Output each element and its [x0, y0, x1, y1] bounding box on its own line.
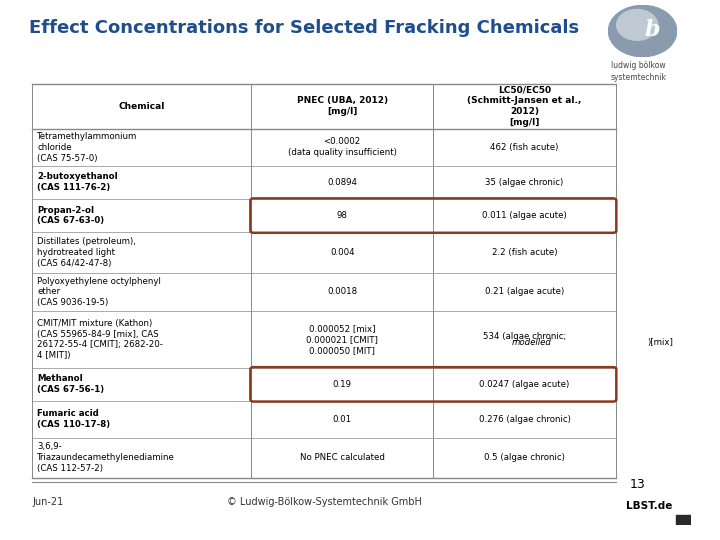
Text: 35 (algae chronic): 35 (algae chronic) [485, 178, 564, 187]
Text: Tetramethylammonium
chloride
(CAS 75-57-0): Tetramethylammonium chloride (CAS 75-57-… [37, 132, 138, 163]
Text: © Ludwig-Bölkow-Systemtechnik GmbH: © Ludwig-Bölkow-Systemtechnik GmbH [227, 497, 421, 507]
Text: Distillates (petroleum),
hydrotreated light
(CAS 64/42-47-8): Distillates (petroleum), hydrotreated li… [37, 237, 136, 268]
Text: 0.19: 0.19 [333, 380, 352, 389]
Text: ludwig bölkow
systemtechnik: ludwig bölkow systemtechnik [611, 61, 667, 82]
Text: 0.000052 [mix]
0.000021 [CMIT]
0.000050 [MIT]: 0.000052 [mix] 0.000021 [CMIT] 0.000050 … [306, 324, 378, 355]
Text: 98: 98 [337, 211, 348, 220]
Text: No PNEC calculated: No PNEC calculated [300, 453, 384, 462]
Text: Methanol
(CAS 67-56-1): Methanol (CAS 67-56-1) [37, 375, 104, 394]
Text: 13: 13 [629, 478, 645, 491]
Text: 0.0894: 0.0894 [327, 178, 357, 187]
Text: Effect Concentrations for Selected Fracking Chemicals: Effect Concentrations for Selected Frack… [29, 19, 579, 37]
Text: )[mix]: )[mix] [647, 338, 673, 347]
Text: 534 (algae chronic;: 534 (algae chronic; [483, 332, 566, 341]
Text: Fumaric acid
(CAS 110-17-8): Fumaric acid (CAS 110-17-8) [37, 409, 111, 429]
Circle shape [608, 5, 677, 57]
Bar [676, 515, 691, 525]
Text: b: b [644, 19, 660, 41]
Text: LBST.de: LBST.de [626, 501, 672, 511]
Text: CMIT/MIT mixture (Kathon)
(CAS 55965-84-9 [mix], CAS
26172-55-4 [CMIT]; 2682-20-: CMIT/MIT mixture (Kathon) (CAS 55965-84-… [37, 319, 163, 360]
Text: Jun-21: Jun-21 [32, 497, 63, 507]
Text: 0.21 (algae acute): 0.21 (algae acute) [485, 287, 564, 296]
Text: PNEC (UBA, 2012)
[mg/l]: PNEC (UBA, 2012) [mg/l] [297, 97, 388, 116]
Text: 2-butoxyethanol
(CAS 111-76-2): 2-butoxyethanol (CAS 111-76-2) [37, 172, 118, 192]
Text: 0.01: 0.01 [333, 415, 352, 424]
Text: modelled: modelled [511, 338, 552, 347]
Text: Polyoxyethylene octylphenyl
ether
(CAS 9036-19-5): Polyoxyethylene octylphenyl ether (CAS 9… [37, 276, 161, 307]
Text: 0.276 (algae chronic): 0.276 (algae chronic) [479, 415, 570, 424]
Text: Chemical: Chemical [119, 102, 165, 111]
Text: 462 (fish acute): 462 (fish acute) [490, 143, 559, 152]
Text: 2.2 (fish acute): 2.2 (fish acute) [492, 248, 557, 257]
Text: 0.0247 (algae acute): 0.0247 (algae acute) [480, 380, 570, 389]
Text: Propan-2-ol
(CAS 67-63-0): Propan-2-ol (CAS 67-63-0) [37, 206, 104, 226]
Text: <0.0002
(data quality insufficient): <0.0002 (data quality insufficient) [288, 138, 397, 157]
Text: 0.0018: 0.0018 [327, 287, 357, 296]
Text: 0.5 (algae chronic): 0.5 (algae chronic) [484, 453, 565, 462]
Circle shape [616, 10, 657, 40]
Text: 0.004: 0.004 [330, 248, 354, 257]
Text: 0.011 (algae acute): 0.011 (algae acute) [482, 211, 567, 220]
Text: 3,6,9-
Triazaundecamethylenediamine
(CAS 112-57-2): 3,6,9- Triazaundecamethylenediamine (CAS… [37, 442, 175, 473]
Text: LC50/EC50
(Schmitt-Jansen et al.,
2012)
[mg/l]: LC50/EC50 (Schmitt-Jansen et al., 2012) … [467, 86, 582, 127]
